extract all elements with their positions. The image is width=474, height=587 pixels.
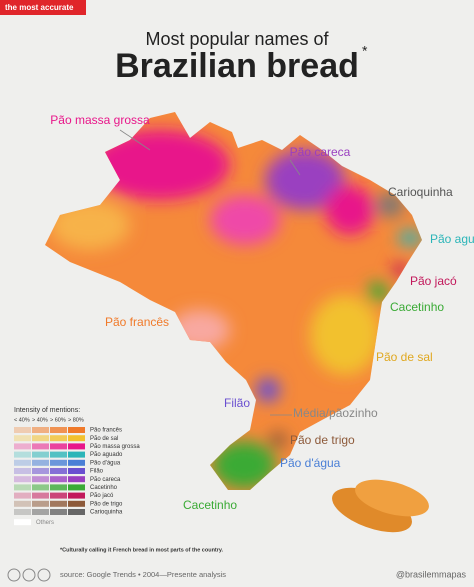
badge-bg [0, 0, 86, 15]
map-label: Cacetinho [390, 300, 444, 314]
map-label: Pão de trigo [290, 433, 355, 447]
legend-swatch [32, 459, 49, 466]
legend-swatch [68, 500, 85, 507]
legend-swatch [68, 451, 85, 458]
asterisk: * [362, 43, 368, 59]
legend-swatch [32, 476, 49, 483]
subtitle: Most popular names of [145, 29, 329, 49]
legend-swatch [14, 492, 31, 499]
bread-illustration [332, 479, 429, 533]
legend-swatch [32, 509, 49, 515]
legend-swatch [14, 519, 31, 526]
handle: @brasilemmapas [396, 569, 467, 579]
legend-level: > 40% [32, 417, 48, 423]
legend-swatch [68, 435, 85, 442]
legend-swatch [68, 492, 85, 499]
legend-item: Others [36, 520, 54, 526]
legend-level: > 80% [68, 417, 84, 423]
footnote: *Culturally calling it French bread in m… [60, 547, 224, 553]
legend-swatch [50, 492, 67, 499]
legend-item: Pão de sal [90, 436, 118, 442]
legend-swatch [50, 427, 67, 433]
license-icons [7, 568, 51, 582]
legend-swatch [50, 451, 67, 458]
badge: the most accurate [5, 3, 74, 12]
legend-swatch [14, 459, 31, 466]
map-label: Pão massa grossa [50, 113, 150, 127]
legend-swatch [32, 435, 49, 442]
legend-swatch [14, 451, 31, 458]
legend-swatch [50, 500, 67, 507]
legend-swatch [14, 435, 31, 442]
legend-level: < 40% [14, 417, 30, 423]
map-label: Pão de sal [376, 350, 433, 364]
map-label: Pão jacó [410, 274, 457, 288]
legend-swatch [32, 427, 49, 433]
legend-swatch [32, 500, 49, 507]
legend-swatch [68, 468, 85, 474]
legend-swatch [32, 443, 49, 450]
map-label: Cacetinho [183, 498, 237, 512]
legend-swatch [14, 427, 31, 433]
legend-item: Pão jacó [90, 493, 114, 499]
legend-item: Pão de trigo [90, 501, 123, 507]
legend-item: Pão massa grossa [90, 444, 140, 450]
legend-level: > 60% [50, 417, 66, 423]
legend-swatch [50, 509, 67, 515]
legend-swatch [50, 443, 67, 450]
title: Brazilian bread [115, 47, 359, 85]
legend-swatch [14, 509, 31, 515]
legend-swatch [14, 476, 31, 483]
legend-swatch [50, 484, 67, 491]
legend-item: Cacetinho [90, 485, 118, 491]
legend-swatch [68, 443, 85, 450]
legend-swatch [32, 451, 49, 458]
map-label: Pão aguado [430, 232, 474, 246]
legend-swatch [50, 459, 67, 466]
legend-swatch [68, 427, 85, 433]
legend-item: Pão francês [90, 428, 122, 434]
legend-swatch [50, 435, 67, 442]
leader [289, 159, 301, 176]
legend-item: Pão careca [90, 477, 121, 483]
map-label: Pão careca [290, 145, 351, 159]
legend-item: Pão aguado [90, 452, 123, 458]
legend-swatch [32, 484, 49, 491]
legend-item: Filão [90, 469, 104, 475]
legend-swatch [14, 500, 31, 507]
legend-swatch [32, 468, 49, 474]
legend-swatch [32, 492, 49, 499]
map-label: Filão [224, 396, 250, 410]
legend-swatch [68, 484, 85, 491]
leader [119, 129, 151, 151]
legend-swatch [14, 443, 31, 450]
legend-swatch [50, 468, 67, 474]
legend-swatch [50, 476, 67, 483]
legend-swatch [68, 476, 85, 483]
legend-swatch [14, 484, 31, 491]
legend-swatch [68, 509, 85, 515]
map-label: Carioquinha [388, 185, 453, 199]
legend-swatch [68, 459, 85, 466]
map-label: Média/pãozinho [293, 406, 378, 420]
legend-item: Carioquinha [90, 510, 123, 516]
legend-swatch [14, 468, 31, 474]
map-label: Pão d'água [280, 456, 341, 470]
legend-title: Intensity of mentions: [14, 407, 80, 414]
source: source: Google Trends • 2004—Presente an… [60, 570, 226, 579]
legend-item: Pão d'água [90, 460, 121, 466]
map-label: Pão francês [105, 315, 169, 329]
